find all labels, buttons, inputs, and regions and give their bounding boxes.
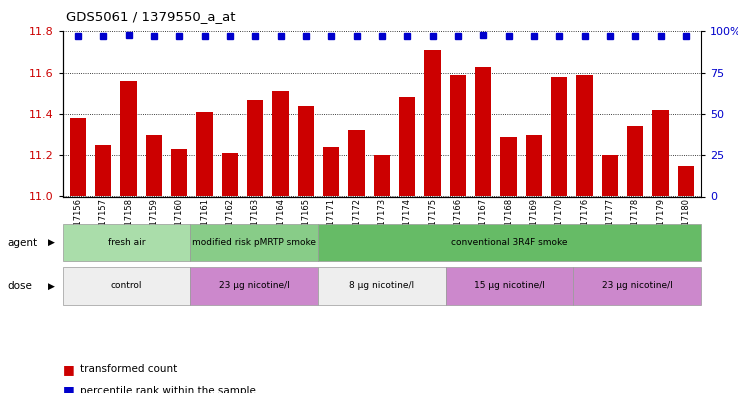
Bar (652, 110, 669, 196)
Bar (348, 130, 365, 196)
Text: dose: dose (7, 281, 32, 291)
Bar (272, 91, 289, 196)
Bar (446, 267, 573, 305)
Text: agent: agent (7, 238, 38, 248)
Bar (318, 267, 446, 305)
Bar (500, 137, 517, 196)
Bar (399, 97, 415, 196)
Bar (69, 118, 86, 196)
Bar (63, 267, 190, 305)
Bar (95, 145, 111, 196)
Bar (318, 224, 701, 261)
Text: percentile rank within the sample: percentile rank within the sample (80, 386, 255, 393)
Bar (601, 155, 618, 196)
Bar (627, 126, 644, 196)
Text: ■: ■ (63, 363, 75, 376)
Text: fresh air: fresh air (108, 238, 145, 247)
Bar (120, 81, 137, 196)
Bar (449, 75, 466, 196)
Text: ▶: ▶ (48, 238, 55, 247)
Text: conventional 3R4F smoke: conventional 3R4F smoke (452, 238, 568, 247)
Bar (145, 134, 162, 196)
Bar (373, 155, 390, 196)
Text: transformed count: transformed count (80, 364, 177, 375)
Bar (221, 153, 238, 196)
Bar (424, 50, 441, 196)
Text: GDS5061 / 1379550_a_at: GDS5061 / 1379550_a_at (66, 10, 236, 23)
Bar (247, 99, 263, 196)
Bar (190, 267, 318, 305)
Bar (297, 106, 314, 196)
Bar (196, 112, 213, 196)
Text: 23 μg nicotine/l: 23 μg nicotine/l (602, 281, 672, 290)
Text: ▶: ▶ (48, 281, 55, 290)
Bar (576, 75, 593, 196)
Bar (475, 66, 492, 196)
Bar (551, 77, 568, 196)
Text: 23 μg nicotine/l: 23 μg nicotine/l (219, 281, 289, 290)
Text: control: control (111, 281, 142, 290)
Bar (525, 134, 542, 196)
Text: ■: ■ (63, 384, 75, 393)
Bar (171, 149, 187, 196)
Bar (573, 267, 701, 305)
Text: modified risk pMRTP smoke: modified risk pMRTP smoke (192, 238, 317, 247)
Text: 8 μg nicotine/l: 8 μg nicotine/l (349, 281, 415, 290)
Bar (190, 224, 318, 261)
Text: 15 μg nicotine/l: 15 μg nicotine/l (474, 281, 545, 290)
Bar (677, 165, 694, 196)
Bar (63, 224, 190, 261)
Bar (323, 147, 339, 196)
